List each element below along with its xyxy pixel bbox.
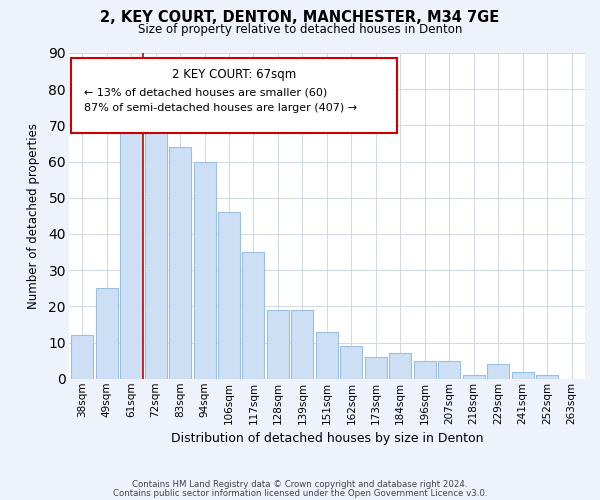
Bar <box>414 360 436 379</box>
Y-axis label: Number of detached properties: Number of detached properties <box>27 123 40 309</box>
Bar <box>487 364 509 379</box>
Bar <box>340 346 362 379</box>
Bar <box>292 310 313 379</box>
Bar <box>120 132 142 379</box>
Bar <box>536 375 558 379</box>
Bar <box>145 114 167 379</box>
Bar <box>438 360 460 379</box>
Bar <box>95 288 118 379</box>
Text: 2, KEY COURT, DENTON, MANCHESTER, M34 7GE: 2, KEY COURT, DENTON, MANCHESTER, M34 7G… <box>100 10 500 25</box>
Bar <box>463 375 485 379</box>
Text: ← 13% of detached houses are smaller (60): ← 13% of detached houses are smaller (60… <box>84 87 328 97</box>
Bar <box>512 372 533 379</box>
Bar <box>389 354 411 379</box>
Text: 2 KEY COURT: 67sqm: 2 KEY COURT: 67sqm <box>172 68 296 80</box>
Bar <box>71 336 93 379</box>
Bar <box>365 357 387 379</box>
FancyBboxPatch shape <box>71 58 397 133</box>
Text: Contains HM Land Registry data © Crown copyright and database right 2024.: Contains HM Land Registry data © Crown c… <box>132 480 468 489</box>
X-axis label: Distribution of detached houses by size in Denton: Distribution of detached houses by size … <box>170 432 483 445</box>
Text: 87% of semi-detached houses are larger (407) →: 87% of semi-detached houses are larger (… <box>84 104 358 114</box>
Bar <box>218 212 240 379</box>
Text: Size of property relative to detached houses in Denton: Size of property relative to detached ho… <box>138 22 462 36</box>
Text: Contains public sector information licensed under the Open Government Licence v3: Contains public sector information licen… <box>113 489 487 498</box>
Bar <box>316 332 338 379</box>
Bar <box>194 162 215 379</box>
Bar <box>242 252 265 379</box>
Bar <box>169 147 191 379</box>
Bar <box>267 310 289 379</box>
